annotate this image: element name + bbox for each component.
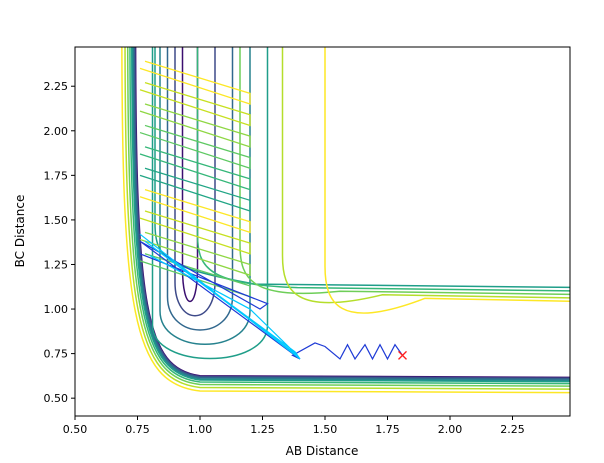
contour-line [139, 124, 251, 170]
trajectories [139, 233, 403, 361]
contour-line [239, 47, 570, 296]
contour-line [139, 231, 251, 277]
y-tick-label: 1.50 [44, 214, 69, 227]
y-tick-label: 1.25 [44, 258, 69, 271]
contour-line [126, 47, 570, 387]
x-tick-label: 0.50 [63, 423, 88, 436]
trajectory-line [139, 240, 403, 361]
x-tick-label: 0.75 [125, 423, 150, 436]
contour-line [139, 103, 251, 148]
contour-line [174, 47, 216, 317]
contour-line [139, 167, 251, 212]
contour-line [134, 47, 570, 379]
contour-line [154, 47, 570, 289]
contour-line [139, 188, 251, 234]
x-axis-label: AB Distance [286, 444, 359, 458]
y-tick-label: 0.50 [44, 392, 69, 405]
trajectory-line [139, 233, 301, 360]
y-axis-label: BC Distance [13, 195, 27, 268]
contour-line [134, 47, 570, 379]
contour-line [124, 47, 570, 390]
y-tick-label: 2.25 [44, 80, 69, 93]
y-tick-label: 2.00 [44, 125, 69, 138]
x-tick-label: 1.75 [375, 423, 400, 436]
contour-line [196, 47, 570, 292]
contour-line [139, 146, 251, 191]
x-tick-label: 1.50 [313, 423, 338, 436]
x-axis-ticks: 0.50 0.75 1.00 1.25 1.50 1.75 2.00 2.25 [63, 416, 525, 436]
x-tick-label: 1.00 [188, 423, 213, 436]
contour-line [139, 210, 251, 255]
end-point-marker [398, 350, 407, 360]
end-marker-layer [398, 350, 407, 360]
contour-lines [121, 47, 570, 394]
contour-line [131, 47, 570, 383]
contour-line [133, 47, 570, 380]
contour-line [139, 60, 251, 105]
contour-line [132, 47, 570, 382]
contour-line [139, 82, 251, 127]
plot-frame [74, 46, 571, 417]
x-tick-label: 2.25 [500, 423, 525, 436]
x-tick-label: 1.25 [250, 423, 275, 436]
contour-line [281, 47, 570, 304]
contour-line [151, 47, 269, 360]
contour-line [166, 47, 234, 331]
contour-line [121, 47, 570, 394]
y-tick-label: 1.00 [44, 303, 69, 316]
contour-line [324, 47, 570, 314]
y-axis-ticks: 0.50 0.75 1.00 1.25 1.50 1.75 2.00 2.25 [44, 80, 75, 405]
contour-line [129, 47, 570, 385]
x-tick-label: 2.00 [438, 423, 463, 436]
y-tick-label: 0.75 [44, 348, 69, 361]
y-tick-label: 1.75 [44, 169, 69, 182]
